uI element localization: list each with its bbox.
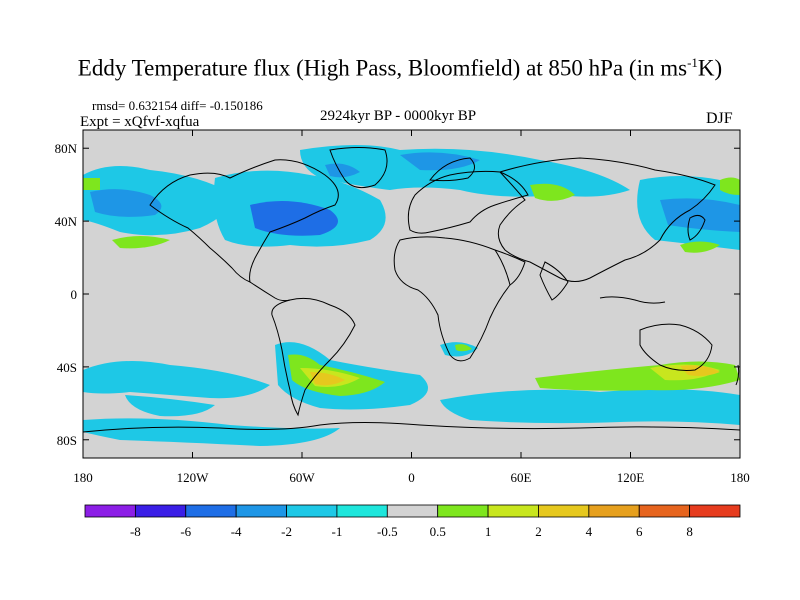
colorbar-label: 2 [535,524,542,539]
field-positive-west-edge [83,178,100,190]
colorbar-swatch [84,504,136,518]
colorbar-label: -4 [231,524,242,539]
colorbar-label: -8 [130,524,141,539]
field-positive-south-africa [455,344,472,352]
colorbar-label: 6 [636,524,643,539]
colorbar-label: 4 [586,524,593,539]
field-negative-southern-ocean [440,389,740,425]
coastline-south-america [271,297,356,417]
latitude-axis: 80N 40N 0 40S 80S [55,141,740,448]
coastline-scandinavia [429,157,475,182]
colorbar-swatch [538,504,590,518]
rmsd-diff-stats: rmsd= 0.632154 diff= -0.150186 [92,98,263,113]
lon-tick-label: 0 [408,470,415,485]
lat-tick-label: 40N [55,214,78,229]
coastline-central-america [249,281,291,302]
field-negative-pacific-core [90,189,162,217]
colorbar-swatch [235,504,287,518]
lon-tick-label: 120W [177,470,210,485]
colorbar-label: -0.5 [377,524,398,539]
field-negative-arctic-core2 [325,163,360,178]
colorbar-swatch [286,504,338,518]
coastline-india [539,261,569,301]
lat-tick-label: 80N [55,141,78,156]
field-positive-south-atlantic-core [310,372,345,386]
season-label: DJF [706,110,733,127]
field-positive-eurasia [530,183,575,201]
plot-title: Eddy Temperature flux (High Pass, Bloomf… [77,55,723,81]
colorbar-label: -6 [180,524,191,539]
coastline-indonesia [599,296,666,304]
coastline-europe [407,170,529,234]
coastline-arabia [494,249,526,286]
field-negative-arctic-core [400,152,480,171]
colorbar-swatch [588,504,640,518]
coastline-greenland [329,147,388,189]
field-positive-arctic-east [720,177,740,195]
lon-tick-label: 60E [511,470,532,485]
colorbar-swatch [487,504,539,518]
colorbar-swatch [336,504,388,518]
experiment-label: Expt = xQfvf-xqfua [80,114,200,130]
lat-tick-label: 40S [57,360,77,375]
colorbar-label: 1 [485,524,492,539]
coastline-north-america [149,159,339,283]
coastline-australia [639,323,713,371]
colorbar-swatch [437,504,489,518]
lon-tick-label: 180 [730,470,750,485]
coastline-africa [393,236,511,362]
colorbar-label: -1 [332,524,343,539]
field-negative-pacific [83,166,235,236]
colorbar-label: 8 [686,524,693,539]
lat-tick-label: 0 [71,287,78,302]
field-negative-arctic [300,145,630,197]
lon-tick-label: 60W [289,470,315,485]
field-positive-north-pacific [112,236,170,249]
lat-tick-label: 80S [57,433,77,448]
field-negative-atlantic-core [250,201,338,236]
colorbar-label: 0.5 [430,524,446,539]
longitude-axis: 180 120W 60W 0 60E 120E 180 [73,130,750,485]
period-label: 2924kyr BP - 0000kyr BP [320,108,477,124]
field-negative-south-pacific [83,361,270,399]
coastline-asia [497,157,716,282]
colorbar-swatch [386,504,439,518]
colorbar-swatch [638,504,691,518]
colorbar-label: -2 [281,524,292,539]
field-negative-pacific-east-core [660,198,740,232]
field-positive-east-pacific [680,241,720,253]
colorbar-swatch [185,504,237,518]
field-negative-south-pacific-b [125,395,215,417]
colorbar: -8 -6 -4 -2 -1 -0.5 0.5 1 2 4 6 8 [84,504,741,539]
lon-tick-label: 120E [617,470,645,485]
field-negative-antarctic [83,418,340,446]
lon-tick-label: 180 [73,470,93,485]
coastline-antarctica [83,422,740,433]
field-positive-australia-peak [680,365,720,376]
flux-field [83,145,740,446]
colorbar-swatch [134,504,187,518]
colorbar-swatch [689,504,741,518]
coastlines [83,147,740,433]
coastline-japan [687,214,706,241]
